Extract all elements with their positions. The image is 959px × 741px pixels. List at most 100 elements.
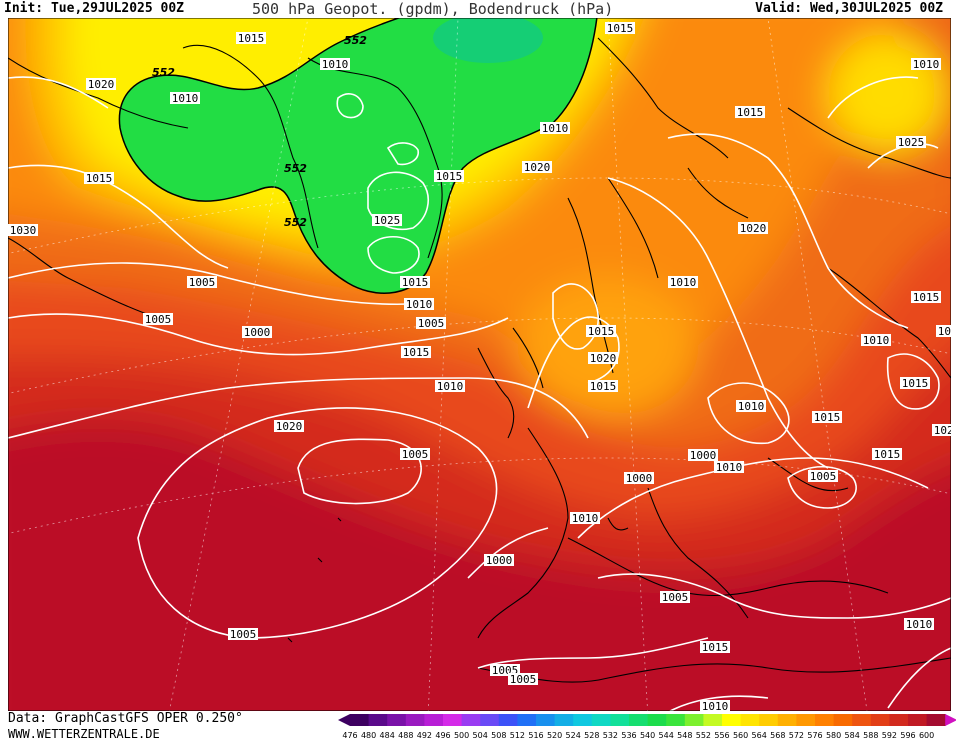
- isobar-label: 1015: [586, 325, 616, 338]
- legend-tick-label: 508: [491, 731, 506, 740]
- legend-tick-label: 596: [900, 731, 915, 740]
- isobar-label: 1000: [624, 472, 654, 485]
- legend-swatch: [647, 714, 667, 726]
- isobar-label: 1025: [896, 136, 926, 149]
- isobar-label: 1015: [588, 380, 618, 393]
- height-label: 552: [284, 216, 307, 229]
- isobar-label: 1010: [540, 122, 570, 135]
- isobar-label: 1010: [404, 298, 434, 311]
- svg-text:1015: 1015: [814, 411, 841, 424]
- isobar-label: 1005: [808, 470, 838, 483]
- svg-text:1020: 1020: [590, 352, 617, 365]
- legend-tick-label: 564: [752, 731, 767, 740]
- svg-text:1005: 1005: [810, 470, 837, 483]
- svg-text:1010: 1010: [913, 58, 940, 71]
- svg-text:1020: 1020: [88, 78, 115, 91]
- svg-text:1000: 1000: [244, 326, 271, 339]
- legend-tick-label: 500: [454, 731, 469, 740]
- isobar-label: 1010: [435, 380, 465, 393]
- legend-tick-label: 516: [528, 731, 543, 740]
- isobar-label: 1005: [508, 673, 538, 686]
- isobar-label: 1010: [320, 58, 350, 71]
- isobar-label: 1015: [872, 448, 902, 461]
- svg-text:1015: 1015: [238, 32, 265, 45]
- legend-swatch: [573, 714, 593, 726]
- legend-tick-label: 556: [714, 731, 729, 740]
- isobar-label: 1020: [522, 161, 552, 174]
- svg-text:1020: 1020: [740, 222, 767, 235]
- svg-text:1015: 1015: [902, 377, 929, 390]
- svg-text:1015: 1015: [702, 641, 729, 654]
- legend-swatch: [908, 714, 928, 726]
- isobar-label: 1000: [688, 449, 718, 462]
- legend-swatch: [498, 714, 518, 726]
- isobar-label: 1005: [416, 317, 446, 330]
- legend-tick-label: 496: [435, 731, 450, 740]
- svg-text:1010: 1010: [572, 512, 599, 525]
- legend-swatch: [461, 714, 481, 726]
- isobar-label: 1015: [605, 22, 635, 35]
- legend-swatch: [870, 714, 890, 726]
- svg-text:1005: 1005: [145, 313, 172, 326]
- legend-arrow-left: [338, 714, 350, 726]
- svg-text:1015: 1015: [86, 172, 113, 185]
- init-time: Init: Tue,29JUL2025 00Z: [4, 1, 185, 16]
- isobar-label: 1025: [372, 214, 402, 227]
- legend-swatch: [387, 714, 407, 726]
- legend-tick-label: 552: [696, 731, 711, 740]
- svg-text:1010: 1010: [716, 461, 743, 474]
- isobar-label: 1005: [660, 591, 690, 604]
- trough-center: [433, 18, 543, 63]
- svg-text:1015: 1015: [874, 448, 901, 461]
- svg-text:1025: 1025: [374, 214, 401, 227]
- isobar-label: 1005: [228, 628, 258, 641]
- svg-text:1005: 1005: [402, 448, 429, 461]
- isobar-label: 1005: [187, 276, 217, 289]
- svg-text:1010: 1010: [938, 325, 951, 338]
- legend-swatch: [852, 714, 872, 726]
- legend-tick-label: 488: [398, 731, 413, 740]
- legend-swatch: [722, 714, 742, 726]
- legend-tick-label: 544: [659, 731, 674, 740]
- legend-tick-label: 576: [807, 731, 822, 740]
- isobar-label: 1015: [911, 291, 941, 304]
- legend-swatch: [517, 714, 537, 726]
- svg-text:1010: 1010: [542, 122, 569, 135]
- legend-swatch: [591, 714, 611, 726]
- coastlines: [8, 37, 951, 683]
- svg-text:1015: 1015: [588, 325, 615, 338]
- svg-text:1005: 1005: [418, 317, 445, 330]
- height-label: 552: [344, 34, 367, 47]
- svg-text:1005: 1005: [189, 276, 216, 289]
- legend-tick-label: 548: [677, 731, 692, 740]
- forecast-map: 1015 1010 1020 1010 1015 1015 1010 1015 1010 1015…: [8, 18, 951, 711]
- isobar-label: 1015: [735, 106, 765, 119]
- legend-tick-label: 572: [789, 731, 804, 740]
- legend-arrow-right: [945, 714, 956, 726]
- svg-text:1010: 1010: [863, 334, 890, 347]
- svg-text:1015: 1015: [403, 346, 430, 359]
- legend-tick-label: 532: [603, 731, 618, 740]
- legend-tick-label: 536: [621, 731, 636, 740]
- isobar-label: 1000: [484, 554, 514, 567]
- legend-swatch: [350, 714, 370, 726]
- legend-swatch: [833, 714, 853, 726]
- isobars: [8, 76, 951, 711]
- isobar-label: 1015: [400, 276, 430, 289]
- legend-tick-label: 504: [473, 731, 488, 740]
- legend-tick-label: 492: [417, 731, 432, 740]
- svg-text:1010: 1010: [437, 380, 464, 393]
- legend-tick-label: 588: [863, 731, 878, 740]
- isobar-label: 1010: [936, 325, 951, 338]
- legend-swatch: [536, 714, 556, 726]
- svg-text:1015: 1015: [607, 22, 634, 35]
- valid-time: Valid: Wed,30JUL2025 00Z: [755, 1, 943, 16]
- legend-tick-label: 524: [566, 731, 581, 740]
- svg-text:1015: 1015: [402, 276, 429, 289]
- svg-text:1010: 1010: [906, 618, 933, 631]
- svg-text:1010: 1010: [406, 298, 433, 311]
- trough-green-area: [118, 18, 598, 294]
- legend-swatch: [740, 714, 760, 726]
- legend-swatch: [796, 714, 816, 726]
- svg-text:1020: 1020: [524, 161, 551, 174]
